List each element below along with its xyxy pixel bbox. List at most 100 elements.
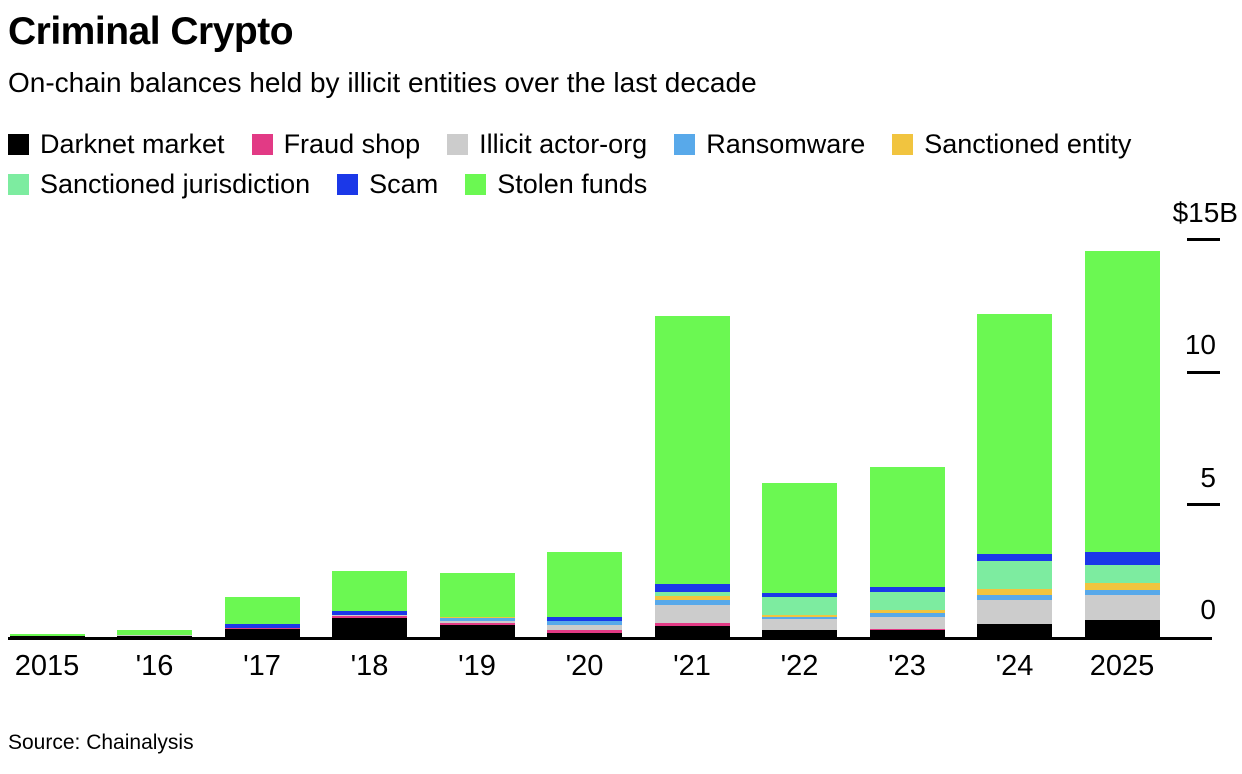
segment-illicit-actor-org: [762, 618, 837, 630]
segment-stolen-funds: [1084, 250, 1160, 552]
segment-darknet-market: [439, 624, 515, 637]
x-axis-label-2025: 2025: [1089, 650, 1155, 682]
x-axis-line: [8, 637, 1212, 640]
x-axis-label--17: '17: [243, 650, 281, 682]
legend-label: Darknet market: [40, 129, 225, 159]
segment-sanctioned-entity: [869, 610, 945, 614]
segment-illicit-actor-org: [1084, 595, 1160, 620]
segment-sanctioned-jurisdiction: [762, 597, 837, 616]
segment-sanctioned-entity: [977, 588, 1052, 596]
x-axis-label--23: '23: [888, 650, 926, 682]
segment-scam: [224, 624, 300, 628]
segment-fraud-shop: [547, 629, 622, 633]
legend-swatch-darknet-market: [8, 134, 29, 156]
segment-illicit-actor-org: [224, 627, 300, 629]
legend-label: Sanctioned entity: [924, 129, 1132, 159]
y-axis-label-0: 0: [1200, 594, 1216, 625]
segment-sanctioned-jurisdiction: [1084, 564, 1160, 583]
segment-darknet-market: [332, 618, 407, 637]
segment-stolen-funds: [332, 570, 407, 612]
legend-swatch-ransomware: [674, 134, 696, 156]
bar--23: [869, 467, 945, 637]
segment-stolen-funds: [869, 467, 945, 587]
legend-swatch-stolen-funds: [465, 174, 487, 196]
segment-sanctioned-jurisdiction: [654, 592, 730, 597]
segment-illicit-actor-org: [977, 600, 1052, 624]
segment-scam: [654, 584, 730, 593]
segment-sanctioned-entity: [439, 616, 515, 618]
segment-darknet-market: [869, 630, 945, 637]
y-axis-label-10: 10: [1184, 329, 1216, 360]
x-axis-label-2015: 2015: [14, 650, 80, 682]
legend-label: Scam: [369, 169, 439, 200]
bar--24: [977, 314, 1052, 637]
segment-illicit-actor-org: [547, 624, 622, 630]
segment-scam: [547, 616, 622, 621]
x-axis-label--21: '21: [673, 650, 711, 682]
x-axis-label--16: '16: [135, 650, 174, 682]
source-note: Source: Chainalysis: [8, 731, 194, 754]
bar--21: [654, 316, 730, 637]
segment-illicit-actor-org: [869, 616, 945, 630]
x-axis-label--24: '24: [995, 650, 1034, 682]
legend-item-darknet-market: Darknet market: [8, 129, 225, 160]
segment-darknet-market: [117, 635, 192, 637]
segment-stolen-funds: [439, 573, 515, 617]
segment-sanctioned-entity: [654, 596, 730, 600]
segment-illicit-actor-org: [332, 615, 407, 617]
bar--18: [332, 570, 407, 637]
bar--16: [117, 630, 192, 637]
segment-stolen-funds: [762, 483, 837, 594]
x-axis-label--18: '18: [350, 650, 389, 682]
segment-stolen-funds: [117, 630, 192, 636]
legend-item-sanctioned-jurisdiction: Sanctioned jurisdiction: [8, 169, 310, 200]
segment-fraud-shop: [654, 622, 730, 627]
segment-scam: [869, 586, 945, 593]
legend-swatch-sanctioned-entity: [892, 134, 914, 156]
x-axis-label--22: '22: [780, 650, 819, 682]
segment-sanctioned-entity: [762, 615, 837, 617]
chart-header: Criminal Crypto On-chain balances held b…: [8, 10, 1208, 99]
legend-item-fraud-shop: Fraud shop: [251, 129, 420, 160]
segment-stolen-funds: [654, 316, 730, 585]
segment-stolen-funds: [977, 314, 1052, 554]
legend-item-scam: Scam: [337, 169, 438, 200]
bar-2015: [9, 634, 85, 637]
segment-darknet-market: [547, 632, 622, 637]
segment-fraud-shop: [439, 623, 515, 625]
segment-illicit-actor-org: [439, 620, 515, 624]
segment-darknet-market: [1084, 619, 1160, 637]
segment-scam: [762, 593, 837, 598]
legend-label: Sanctioned jurisdiction: [40, 169, 311, 200]
segment-sanctioned-entity: [1084, 582, 1160, 591]
segment-sanctioned-jurisdiction: [869, 592, 945, 610]
legend-item-illicit-actor-org: Illicit actor-org: [447, 129, 647, 160]
bar--17: [224, 597, 300, 637]
segment-fraud-shop: [869, 629, 945, 631]
bar--19: [439, 573, 515, 637]
bar--22: [762, 483, 837, 637]
x-axis-label--20: '20: [565, 650, 604, 682]
y-axis-label-15: $15B: [1172, 196, 1238, 228]
legend-item-ransomware: Ransomware: [674, 129, 865, 160]
y-axis-label-5: 5: [1200, 461, 1216, 493]
legend-item-sanctioned-entity: Sanctioned entity: [892, 129, 1131, 160]
segment-stolen-funds: [547, 552, 622, 617]
x-axis-label--19: '19: [458, 650, 496, 682]
segment-fraud-shop: [224, 628, 300, 629]
chart-legend: Darknet market Fraud shop Illicit actor-or…: [8, 129, 1223, 200]
segment-darknet-market: [224, 628, 300, 637]
segment-ransomware: [762, 616, 837, 619]
segment-ransomware: [439, 617, 515, 621]
segment-ransomware: [547, 620, 622, 625]
segment-ransomware: [654, 599, 730, 606]
bar-2025: [1084, 250, 1160, 637]
segment-ransomware: [869, 613, 945, 617]
page-subtitle: On-chain balances held by illicit entiti…: [8, 66, 757, 98]
y-axis-tick-10: [1187, 370, 1220, 374]
segment-fraud-shop: [762, 629, 837, 631]
legend-item-stolen-funds: Stolen funds: [465, 169, 647, 200]
bar--20: [547, 552, 622, 637]
segment-scam: [977, 553, 1052, 562]
